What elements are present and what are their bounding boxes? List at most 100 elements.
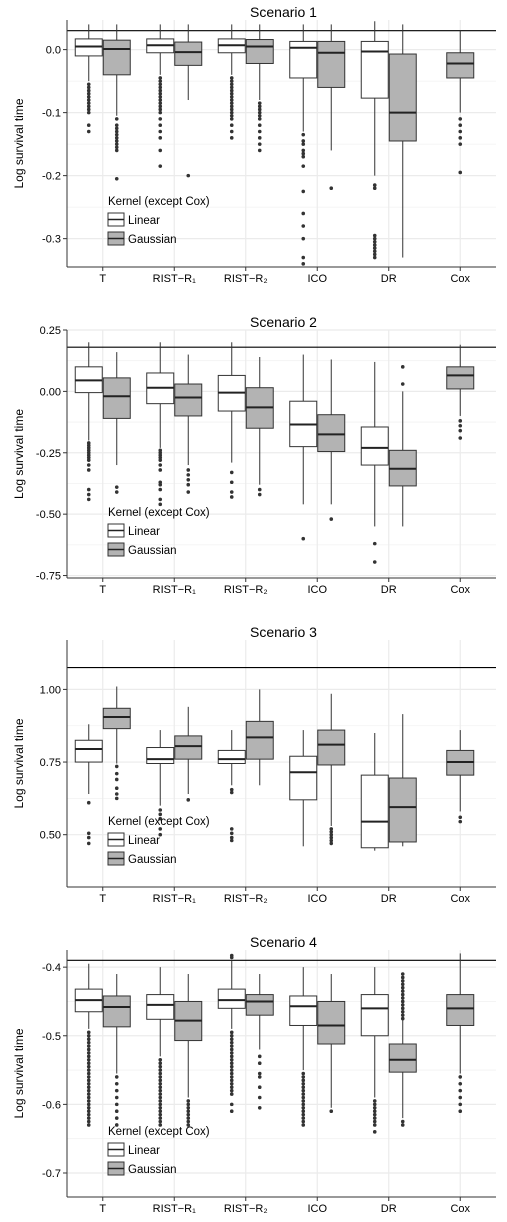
box-gaussian-2 xyxy=(245,689,274,786)
outlier-point xyxy=(458,1109,463,1114)
outlier-point xyxy=(257,1054,262,1059)
outlier-point xyxy=(229,98,234,102)
outlier-point xyxy=(86,95,91,99)
outlier-point xyxy=(158,79,163,83)
legend-key-gaussian xyxy=(107,851,125,866)
box-gaussian-3 xyxy=(317,974,346,1114)
outlier-point xyxy=(158,1068,163,1072)
outlier-point xyxy=(458,436,463,440)
outlier-point xyxy=(400,979,405,983)
outlier-point xyxy=(458,129,463,134)
y-tick-label: -0.25 xyxy=(36,448,61,460)
outlier-point xyxy=(229,1085,234,1090)
outlier-point xyxy=(229,129,234,134)
outlier-point xyxy=(257,136,262,140)
box-linear-4 xyxy=(360,21,389,260)
chart-title: Scenario 1 xyxy=(250,4,317,20)
y-tick-label: 0.50 xyxy=(40,830,61,842)
outlier-point xyxy=(86,1109,91,1114)
outlier-point xyxy=(229,1078,234,1083)
outlier-point xyxy=(186,1106,191,1110)
box-iqr xyxy=(245,39,274,64)
outlier-point xyxy=(372,233,377,238)
y-tick-label: 1.00 xyxy=(40,684,61,696)
outlier-point xyxy=(301,139,306,143)
outlier-point xyxy=(301,224,306,228)
x-tick-label: T xyxy=(99,273,106,285)
outlier-point xyxy=(301,164,306,168)
box-linear-4 xyxy=(360,361,389,564)
legend-label: Gaussian xyxy=(128,1164,177,1176)
outlier-point xyxy=(301,1119,306,1124)
outlier-point xyxy=(158,1064,163,1069)
box-gaussian-3 xyxy=(317,24,346,191)
box-gaussian-0 xyxy=(102,686,131,801)
outlier-point xyxy=(86,98,91,102)
outlier-point xyxy=(257,129,262,134)
outlier-point xyxy=(186,473,191,477)
outlier-point xyxy=(229,1051,234,1055)
outlier-point xyxy=(158,91,163,96)
outlier-point xyxy=(458,423,463,428)
outlier-point xyxy=(257,487,262,492)
chart-title: Scenario 3 xyxy=(250,624,317,640)
outlier-point xyxy=(158,95,163,99)
outlier-point xyxy=(400,1006,405,1011)
outlier-point xyxy=(86,1092,91,1096)
legend-title: Kernel (except Cox) xyxy=(108,507,210,519)
outlier-point xyxy=(458,1081,463,1086)
outlier-point xyxy=(257,1061,262,1066)
outlier-point xyxy=(86,91,91,96)
legend-key-gaussian xyxy=(107,231,125,246)
outlier-point xyxy=(400,985,405,990)
box-linear-2 xyxy=(217,730,246,843)
outlier-point xyxy=(229,91,234,96)
outlier-point xyxy=(257,1095,262,1100)
box-iqr xyxy=(388,1043,417,1073)
legend-title: Kernel (except Cox) xyxy=(108,196,210,208)
box-gaussian-5 xyxy=(446,953,475,1114)
outlier-point xyxy=(114,117,119,121)
x-tick-label: ICO xyxy=(307,893,327,905)
outlier-point xyxy=(114,777,119,782)
outlier-point xyxy=(301,262,306,266)
outlier-point xyxy=(158,82,163,87)
outlier-point xyxy=(229,1037,234,1041)
outlier-point xyxy=(158,482,163,487)
outlier-point xyxy=(372,1112,377,1117)
outlier-point xyxy=(301,536,306,541)
outlier-point xyxy=(301,132,306,137)
box-linear-0 xyxy=(74,963,103,1127)
box-linear-4 xyxy=(360,732,389,851)
outlier-point xyxy=(257,1106,262,1110)
outlier-point xyxy=(301,1112,306,1117)
y-tick-label: 0.0 xyxy=(46,45,61,57)
x-tick-label: DR xyxy=(381,584,397,596)
outlier-point xyxy=(329,517,334,521)
outlier-point xyxy=(186,1123,191,1127)
outlier-point xyxy=(400,1016,405,1021)
outlier-point xyxy=(86,841,91,846)
outlier-point xyxy=(229,1047,234,1052)
outlier-point xyxy=(458,819,463,824)
box-linear-0 xyxy=(74,724,103,846)
outlier-point xyxy=(86,107,91,112)
plot-background xyxy=(67,950,496,1197)
outlier-point xyxy=(329,838,334,843)
legend: Kernel (except Cox) Linear Gaussian xyxy=(107,196,210,246)
outlier-point xyxy=(372,1116,377,1120)
box-gaussian-5 xyxy=(446,344,475,440)
outlier-point xyxy=(257,110,262,115)
y-tick-label: -0.7 xyxy=(42,1168,61,1180)
outlier-point xyxy=(158,110,163,115)
outlier-point xyxy=(400,992,405,997)
box-gaussian-2 xyxy=(245,974,274,1110)
outlier-point xyxy=(400,365,405,369)
outlier-point xyxy=(458,170,463,175)
box-iqr xyxy=(289,995,318,1026)
outlier-point xyxy=(329,835,334,840)
outlier-point xyxy=(301,1071,306,1076)
outlier-point xyxy=(86,1033,91,1038)
outlier-point xyxy=(229,835,234,840)
outlier-point xyxy=(158,107,163,112)
